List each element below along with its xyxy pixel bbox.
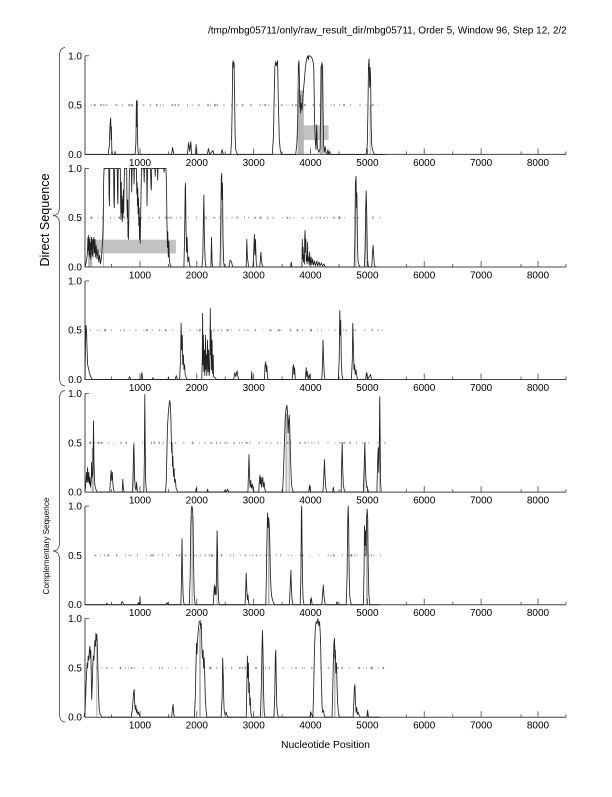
svg-text:0.5: 0.5 xyxy=(68,438,82,449)
svg-text:6000: 6000 xyxy=(413,608,436,619)
svg-text:1000: 1000 xyxy=(129,496,152,507)
svg-text:4000: 4000 xyxy=(299,383,322,394)
svg-text:1.0: 1.0 xyxy=(68,389,82,400)
svg-text:4000: 4000 xyxy=(299,158,322,169)
svg-text:7000: 7000 xyxy=(470,158,493,169)
svg-text:6000: 6000 xyxy=(413,496,436,507)
svg-text:0.0: 0.0 xyxy=(68,263,82,274)
svg-text:4000: 4000 xyxy=(299,608,322,619)
svg-text:0.0: 0.0 xyxy=(68,375,82,386)
svg-text:1.0: 1.0 xyxy=(68,502,82,513)
svg-text:4000: 4000 xyxy=(299,721,322,732)
svg-text:8000: 8000 xyxy=(527,496,550,507)
svg-text:0.0: 0.0 xyxy=(68,150,82,161)
svg-text:2000: 2000 xyxy=(186,158,209,169)
svg-text:1.0: 1.0 xyxy=(68,614,82,625)
svg-text:7000: 7000 xyxy=(470,721,493,732)
svg-text:8000: 8000 xyxy=(527,383,550,394)
svg-text:5000: 5000 xyxy=(356,496,379,507)
svg-text:0.0: 0.0 xyxy=(68,713,82,724)
svg-text:6000: 6000 xyxy=(413,383,436,394)
svg-text:0.5: 0.5 xyxy=(68,101,82,112)
svg-text:8000: 8000 xyxy=(527,271,550,282)
svg-text:5000: 5000 xyxy=(356,158,379,169)
svg-text:7000: 7000 xyxy=(470,496,493,507)
svg-text:3000: 3000 xyxy=(243,608,266,619)
svg-text:1.0: 1.0 xyxy=(68,51,82,62)
svg-text:0.5: 0.5 xyxy=(68,213,82,224)
svg-text:2000: 2000 xyxy=(186,271,209,282)
svg-text:1000: 1000 xyxy=(129,721,152,732)
svg-text:5000: 5000 xyxy=(356,721,379,732)
svg-text:Nucleotide Position: Nucleotide Position xyxy=(281,740,370,751)
svg-text:3000: 3000 xyxy=(243,271,266,282)
svg-text:1.0: 1.0 xyxy=(68,276,82,287)
svg-text:6000: 6000 xyxy=(413,271,436,282)
svg-text:Direct Sequence: Direct Sequence xyxy=(38,173,52,266)
svg-text:5000: 5000 xyxy=(356,383,379,394)
svg-text:7000: 7000 xyxy=(470,383,493,394)
svg-text:2000: 2000 xyxy=(186,721,209,732)
svg-text:0.5: 0.5 xyxy=(68,326,82,337)
svg-text:8000: 8000 xyxy=(527,158,550,169)
svg-text:1000: 1000 xyxy=(129,271,152,282)
svg-text:3000: 3000 xyxy=(243,496,266,507)
svg-text:6000: 6000 xyxy=(413,721,436,732)
svg-text:/tmp/mbg05711/only/raw_result_: /tmp/mbg05711/only/raw_result_dir/mbg057… xyxy=(208,26,567,37)
svg-text:8000: 8000 xyxy=(527,721,550,732)
svg-text:4000: 4000 xyxy=(299,271,322,282)
svg-text:2000: 2000 xyxy=(186,608,209,619)
svg-text:6000: 6000 xyxy=(413,158,436,169)
svg-text:1.0: 1.0 xyxy=(68,164,82,175)
svg-text:Complementary Sequence: Complementary Sequence xyxy=(42,497,51,594)
svg-text:1000: 1000 xyxy=(129,608,152,619)
svg-text:7000: 7000 xyxy=(470,608,493,619)
svg-text:5000: 5000 xyxy=(356,608,379,619)
svg-text:2000: 2000 xyxy=(186,383,209,394)
svg-text:0.5: 0.5 xyxy=(68,663,82,674)
svg-text:0.5: 0.5 xyxy=(68,551,82,562)
svg-text:0.0: 0.0 xyxy=(68,488,82,499)
svg-text:2000: 2000 xyxy=(186,496,209,507)
svg-text:0.0: 0.0 xyxy=(68,600,82,611)
svg-text:1000: 1000 xyxy=(129,383,152,394)
svg-text:3000: 3000 xyxy=(243,383,266,394)
svg-text:1000: 1000 xyxy=(129,158,152,169)
svg-text:3000: 3000 xyxy=(243,721,266,732)
svg-text:8000: 8000 xyxy=(527,608,550,619)
svg-text:4000: 4000 xyxy=(299,496,322,507)
svg-text:3000: 3000 xyxy=(243,158,266,169)
svg-text:5000: 5000 xyxy=(356,271,379,282)
svg-text:7000: 7000 xyxy=(470,271,493,282)
